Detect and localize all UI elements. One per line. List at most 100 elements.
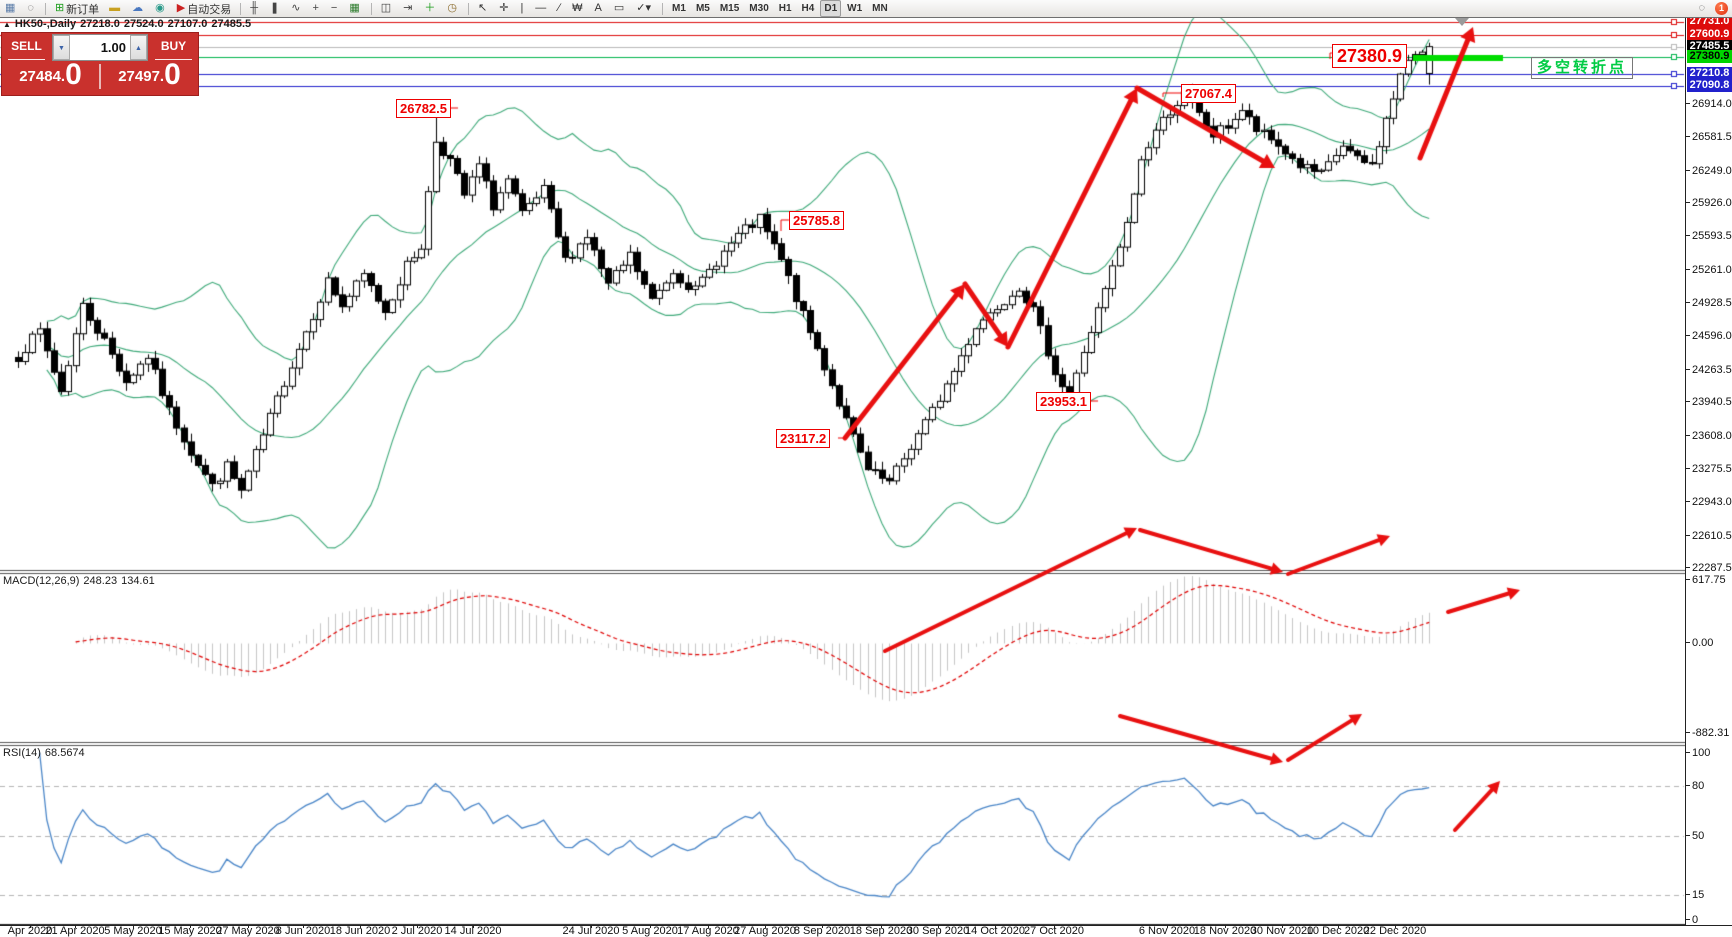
time-axis-label: 22 Dec 2020 bbox=[1363, 925, 1427, 937]
tile-windows-icon-button[interactable]: ▦ bbox=[345, 0, 365, 17]
line-chart-icon-button[interactable]: ∿ bbox=[287, 0, 306, 17]
price-level-badge: 27380.9 bbox=[1687, 50, 1732, 64]
tick-mark bbox=[1686, 835, 1690, 837]
tick-value: 24263.5 bbox=[1692, 363, 1732, 376]
time-tick-mark bbox=[938, 925, 939, 928]
signals-icon-button[interactable]: ◉ bbox=[151, 0, 171, 17]
time-tick-mark bbox=[1338, 925, 1339, 928]
timeframe-button-mn[interactable]: MN bbox=[872, 3, 888, 14]
chart-shift-marker-icon[interactable] bbox=[1455, 18, 1469, 26]
cursor-icon-button[interactable]: ↖ bbox=[474, 0, 493, 17]
buy-price-display[interactable]: 27497. 0 bbox=[101, 58, 198, 91]
sell-price-display[interactable]: 27484. 0 bbox=[2, 60, 99, 91]
tick-value: 23940.5 bbox=[1692, 396, 1732, 409]
timeframe-button-m1[interactable]: M1 bbox=[672, 3, 686, 14]
horizontal-line-icon-button[interactable]: — bbox=[531, 0, 552, 17]
auto-scroll-icon-button[interactable]: ◫ bbox=[377, 0, 397, 17]
tick-mark bbox=[1686, 501, 1690, 503]
search-icon: ◌ bbox=[27, 2, 34, 14]
zoom-in-icon-button[interactable]: + bbox=[308, 0, 324, 17]
price-annotation-label[interactable]: 25785.8 bbox=[789, 211, 844, 230]
timeframe-button-m30[interactable]: M30 bbox=[749, 3, 769, 14]
tick-value: 0.00 bbox=[1692, 637, 1714, 649]
time-axis-label: 30 Nov 2020 bbox=[1250, 925, 1314, 937]
price-annotation-label[interactable]: 27067.4 bbox=[1181, 84, 1236, 103]
tick-value: 25926.0 bbox=[1692, 197, 1732, 210]
macd-indicator-label: MACD(12,26,9) 248.23 134.61 bbox=[3, 575, 159, 588]
charts-window-icon-button[interactable]: ▦ bbox=[1, 0, 21, 17]
search-icon-button[interactable]: ◌ bbox=[23, 0, 40, 17]
time-tick-mark bbox=[417, 925, 418, 928]
time-axis-label: 14 Jul 2020 bbox=[444, 925, 502, 937]
price-annotation-label[interactable]: 23117.2 bbox=[776, 429, 831, 448]
price-annotation-label[interactable]: 26782.5 bbox=[396, 99, 451, 118]
macd-title: MACD(12,26,9) bbox=[3, 575, 80, 587]
publish-icon: ☁ bbox=[132, 2, 144, 14]
price-annotation-label[interactable]: 23953.1 bbox=[1036, 392, 1091, 411]
price-level-badge: 27485.5 bbox=[1687, 39, 1732, 53]
chart-shift-icon-button[interactable]: ⇥ bbox=[399, 0, 418, 17]
time-axis-label: 2 Jul 2020 bbox=[391, 925, 443, 937]
periods-icon-button[interactable]: ◷ bbox=[443, 0, 463, 17]
sell-button[interactable]: SELL bbox=[2, 33, 51, 62]
tick-mark bbox=[1686, 368, 1690, 370]
timeframe-button-h4[interactable]: H4 bbox=[801, 3, 815, 14]
tick-mark bbox=[1686, 401, 1690, 403]
time-tick-mark bbox=[75, 925, 76, 928]
autotrade-icon: ▶ bbox=[176, 2, 186, 14]
zoom-out-icon-button[interactable]: − bbox=[327, 0, 343, 17]
sell-price-point: . bbox=[60, 68, 66, 85]
tick-mark bbox=[1686, 578, 1690, 580]
zoom-in-icon: + bbox=[312, 2, 319, 14]
tick-mark bbox=[1686, 919, 1690, 920]
timeframe-button-m5[interactable]: M5 bbox=[695, 3, 710, 14]
autotrade-button[interactable]: ▶ 自动交易 bbox=[173, 0, 235, 17]
crosshair-icon-button[interactable]: ✛ bbox=[495, 0, 514, 17]
shapes-icon-button[interactable]: ✓▾ bbox=[632, 0, 657, 17]
toolbar-search-button[interactable]: ◌ bbox=[1694, 0, 1711, 17]
timeframe-button-w1[interactable]: W1 bbox=[847, 3, 863, 14]
price-annotation-label[interactable]: 27380.9 bbox=[1332, 44, 1408, 68]
price-level-badge: 27210.8 bbox=[1687, 67, 1732, 81]
price-axis-tick: 26249.0 bbox=[1686, 165, 1732, 177]
auto-scroll-icon: ◫ bbox=[380, 2, 392, 14]
new-order-button[interactable]: ⊞ 新订单 bbox=[51, 0, 103, 17]
price-axis[interactable]: 26914.0 26581.5 26249.0 25926.0 25593.5 25261… bbox=[1685, 15, 1732, 926]
candlestick-chart-icon-button[interactable]: ❚ bbox=[266, 0, 285, 17]
timeframe-button-d1[interactable]: D1 bbox=[820, 0, 842, 17]
tick-mark bbox=[1686, 302, 1690, 304]
fibonacci-icon-button[interactable]: ₩ bbox=[568, 0, 588, 17]
volume-decrease-button[interactable]: ▼ bbox=[53, 35, 70, 60]
volume-input[interactable]: 1.00 bbox=[100, 40, 126, 55]
buy-price-big-digit: 0 bbox=[164, 58, 181, 91]
buy-button[interactable]: BUY bbox=[149, 33, 198, 62]
timeframe-button-m15[interactable]: M15 bbox=[719, 3, 740, 14]
tick-mark bbox=[1686, 169, 1690, 171]
trendline-icon-button[interactable]: ∕ bbox=[554, 0, 566, 17]
tick-mark bbox=[1686, 268, 1690, 270]
history-center-icon-button[interactable]: ▬ bbox=[105, 0, 126, 17]
chart-shift-icon: ⇥ bbox=[403, 2, 413, 14]
time-tick-mark bbox=[1282, 925, 1283, 928]
time-axis-label: 5 Aug 2020 bbox=[622, 925, 678, 937]
bar-chart-icon-button[interactable]: ╫ bbox=[246, 0, 264, 17]
time-tick-mark bbox=[765, 925, 766, 928]
tick-mark bbox=[1686, 467, 1690, 469]
time-tick-mark bbox=[708, 925, 709, 928]
text-icon-button[interactable]: A bbox=[591, 0, 608, 17]
tick-mark bbox=[1686, 642, 1690, 643]
text-label-icon-button[interactable]: ▭ bbox=[610, 0, 630, 17]
time-axis[interactable]: Apr 2020 21 Apr 2020 5 May 2020 15 May 2020… bbox=[0, 925, 1732, 937]
turning-point-text-object[interactable]: 多空转折点 bbox=[1531, 57, 1634, 79]
add-indicator-icon-button[interactable]: ＋ bbox=[420, 0, 441, 17]
volume-increase-button[interactable]: ▲ bbox=[130, 35, 147, 60]
time-tick-mark bbox=[248, 925, 249, 928]
timeframe-button-h1[interactable]: H1 bbox=[778, 3, 792, 14]
trendline-icon: ∕ bbox=[558, 2, 561, 14]
publish-icon-button[interactable]: ☁ bbox=[128, 0, 149, 17]
time-axis-label: 17 Aug 2020 bbox=[677, 925, 739, 937]
shapes-icon: ✓▾ bbox=[636, 2, 652, 14]
notification-badge[interactable]: 1 bbox=[1715, 2, 1728, 15]
vertical-line-icon-button[interactable]: | bbox=[516, 0, 529, 17]
